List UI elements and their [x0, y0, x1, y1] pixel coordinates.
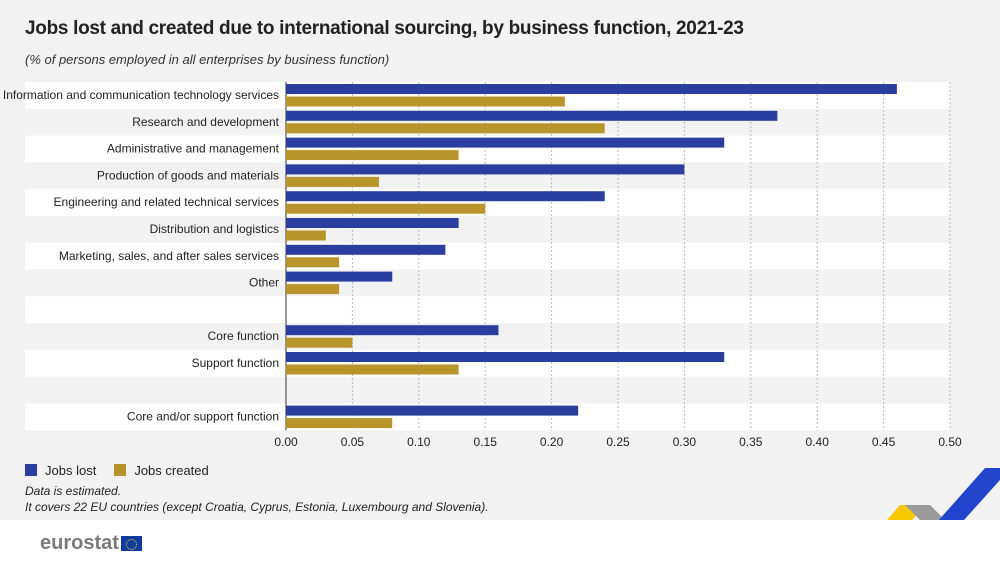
legend: Jobs lost Jobs created [25, 463, 209, 478]
decor-gray-shape [905, 505, 945, 520]
bar-jobs-lost [286, 325, 499, 336]
eurostat-logo: eurostat [40, 532, 142, 555]
bar-jobs-created [286, 418, 393, 429]
eu-flag-icon [120, 536, 142, 551]
bar-jobs-created [286, 257, 340, 268]
category-label: Other [249, 276, 279, 290]
category-label: Core function [208, 329, 279, 343]
category-label: Research and development [132, 115, 279, 129]
bar-jobs-created [286, 123, 605, 134]
bar-jobs-lost [286, 137, 725, 148]
bar-jobs-lost [286, 218, 459, 228]
bar-jobs-lost [286, 110, 778, 121]
bar-jobs-lost [286, 271, 393, 282]
bar-jobs-created [286, 203, 486, 214]
bar-jobs-created [286, 337, 353, 348]
bar-jobs-created [286, 230, 326, 241]
row-band [25, 242, 950, 270]
bar-chart: 0.00 0.05 0.10 0.15 0.20 0.25 0.30 0.35 0.40 0.45… [3, 82, 1000, 520]
bar-jobs-created [286, 284, 340, 295]
x-tick-label: 0.35 [739, 435, 763, 449]
chart-subtitle: (% of persons employed in all enterprise… [25, 52, 390, 67]
logo-text: eurostat [40, 532, 119, 554]
row-band [25, 296, 950, 324]
bar-jobs-created [286, 176, 379, 187]
x-tick-label: 0.30 [673, 435, 697, 449]
bar-jobs-lost [286, 191, 605, 202]
x-tick-label: 0.05 [341, 435, 365, 449]
bar-jobs-created [286, 96, 565, 107]
decor-blue-shape [938, 468, 1000, 520]
legend-label: Jobs created [134, 463, 209, 478]
bar-jobs-lost [286, 84, 897, 94]
x-tick-label: 0.50 [938, 435, 962, 449]
category-label: Production of goods and materials [97, 168, 279, 182]
x-tick-label: 0.45 [872, 435, 896, 449]
x-tick-label: 0.25 [606, 435, 630, 449]
x-tick-label: 0.10 [407, 435, 431, 449]
category-label: Support function [192, 356, 279, 370]
x-tick-label: 0.20 [540, 435, 564, 449]
category-label: Information and communication technology… [3, 88, 279, 102]
x-tick-label: 0.00 [274, 435, 298, 449]
x-tick-label: 0.40 [806, 435, 830, 449]
category-label: Engineering and related technical servic… [54, 195, 279, 209]
bar-jobs-created [286, 150, 459, 161]
bar-jobs-lost [286, 405, 579, 416]
bar-jobs-created [286, 364, 459, 375]
category-label: Core and/or support function [127, 410, 279, 424]
note-coverage: It covers 22 EU countries (except Croati… [25, 500, 489, 514]
bar-jobs-lost [286, 244, 446, 255]
x-tick-label: 0.15 [474, 435, 498, 449]
legend-item-jobs-created: Jobs created [114, 463, 209, 478]
category-label: Marketing, sales, and after sales servic… [59, 249, 279, 263]
legend-item-jobs-lost: Jobs lost [25, 463, 96, 478]
chart-title: Jobs lost and created due to internation… [25, 18, 744, 39]
category-label: Administrative and management [107, 142, 280, 156]
bar-jobs-lost [286, 352, 725, 362]
legend-label: Jobs lost [45, 463, 97, 478]
note-estimated: Data is estimated. [25, 484, 122, 498]
bar-jobs-lost [286, 164, 685, 175]
category-label: Distribution and logistics [150, 222, 279, 236]
